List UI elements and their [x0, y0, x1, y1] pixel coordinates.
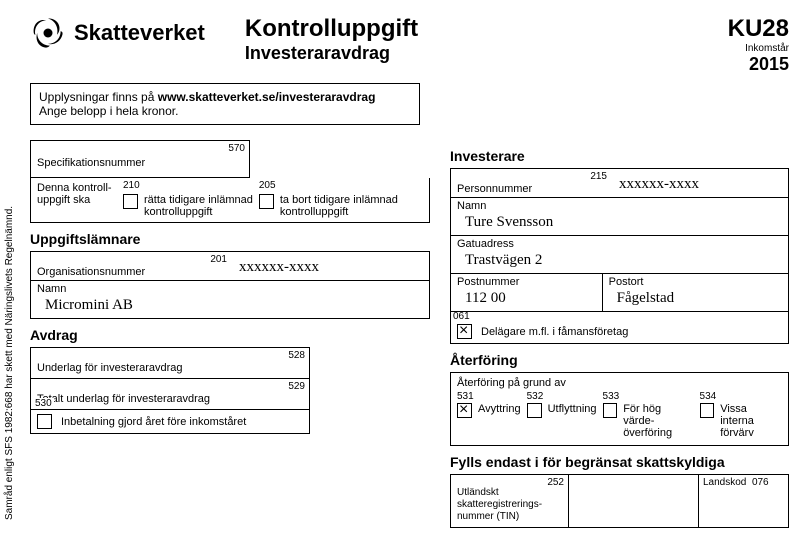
left-column: 570 Specifikationsnummer Denna kontroll-…: [30, 140, 430, 528]
denna-row: Denna kontroll- uppgift ska 210 rätta ti…: [30, 178, 430, 223]
tin-label: Utländskt skatteregistrerings- nummer (T…: [457, 479, 562, 523]
checkbox-530[interactable]: [37, 414, 52, 429]
box-528: 528 Underlag för investeraravdrag: [30, 347, 310, 379]
spec-box: 570 Specifikationsnummer: [30, 140, 250, 178]
field-code-252: 252: [547, 477, 564, 489]
right-column: Investerare 215 Personnummer xxxxxx-xxxx…: [450, 140, 789, 528]
item-531: 531 Avyttring: [457, 403, 521, 439]
field-code-533: 533: [603, 391, 620, 402]
inv-namn-label: Namn: [457, 200, 782, 212]
label-530: Inbetalning gjord året före inkomståret: [61, 416, 246, 428]
label-533: För hög värde- överföring: [623, 403, 693, 439]
tin-value-box: [569, 474, 699, 528]
header: Skatteverket Kontrolluppgift Investerara…: [30, 15, 789, 75]
landskod-code: 076: [752, 477, 769, 488]
form-code: KU28: [728, 15, 789, 43]
postnr-label: Postnummer: [457, 276, 596, 288]
info-line1a: Upplysningar finns på: [39, 90, 158, 104]
form-meta: KU28 Inkomstår 2015: [728, 15, 789, 75]
pnr-value: xxxxxx-xxxx: [611, 174, 699, 193]
uppg-namn-label: Namn: [37, 283, 423, 295]
postnr-value: 112 00: [457, 288, 596, 307]
skatteverket-logo-icon: [30, 15, 66, 51]
aterforing-sub: Återföring på grund av: [451, 373, 788, 389]
field-code-210: 210: [123, 180, 140, 191]
org-label: Organisationsnummer: [37, 266, 225, 278]
pnr-row: 215 Personnummer xxxxxx-xxxx: [450, 168, 789, 198]
inv-namn-value: Ture Svensson: [457, 212, 782, 231]
checkbox-533[interactable]: [603, 403, 618, 418]
label-528: Underlag för investeraravdrag: [37, 362, 303, 374]
form-page: Skatteverket Kontrolluppgift Investerara…: [0, 0, 809, 543]
pnr-label: Personnummer: [457, 183, 605, 195]
field-code-528: 528: [288, 350, 305, 361]
label-061: Delägare m.fl. i fåmansföretag: [481, 326, 628, 338]
form-subtitle: Investeraravdrag: [245, 43, 418, 64]
checkbox-210[interactable]: [123, 194, 138, 209]
checkbox-061[interactable]: [457, 324, 472, 339]
checkbox-532[interactable]: [527, 403, 542, 418]
label-531: Avyttring: [478, 403, 521, 415]
heading-uppgiftslamnare: Uppgiftslämnare: [30, 231, 430, 247]
gatu-value: Trastvägen 2: [457, 250, 782, 269]
box-529: 529 Totalt underlag för investeraravdrag: [30, 379, 310, 410]
aterforing-group: Återföring på grund av 531 Avyttring 532…: [450, 372, 789, 446]
item-532: 532 Utflyttning: [527, 403, 597, 439]
heading-aterforing: Återföring: [450, 352, 789, 368]
label-532: Utflyttning: [548, 403, 597, 415]
logo-block: Skatteverket: [30, 15, 205, 51]
field-code-201: 201: [210, 254, 227, 265]
post-row: Postnummer 112 00 Postort Fågelstad: [450, 274, 789, 312]
label-210: rätta tidigare inlämnad kontrolluppgift: [144, 194, 253, 218]
title-block: Kontrolluppgift Investeraravdrag KU28 In…: [245, 15, 789, 75]
gatu-label: Gatuadress: [457, 238, 782, 250]
heading-begransat: Fylls endast i för begränsat skattskyldi…: [450, 454, 789, 470]
denna-intro: Denna kontroll- uppgift ska: [37, 182, 117, 206]
landskod-label: Landskod: [703, 477, 746, 488]
label-534: Vissa interna förvärv: [720, 403, 782, 439]
tin-label-box: 252 Utländskt skatteregistrerings- numme…: [450, 474, 569, 528]
org-value: xxxxxx-xxxx: [231, 257, 319, 276]
field-code-529: 529: [288, 381, 305, 392]
field-code-205: 205: [259, 180, 276, 191]
form-title: Kontrolluppgift: [245, 15, 418, 43]
label-205: ta bort tidigare inlämnad kontrolluppgif…: [280, 194, 398, 218]
uppg-namn-box: Namn Micromini AB: [30, 281, 430, 319]
info-line2: Ange belopp i hela kronor.: [39, 104, 178, 118]
income-year: 2015: [728, 54, 789, 75]
postort-label: Postort: [609, 276, 782, 288]
item-533: 533 För hög värde- överföring: [603, 403, 694, 439]
heading-investerare: Investerare: [450, 148, 789, 164]
agency-name: Skatteverket: [74, 20, 205, 46]
uppg-namn-value: Micromini AB: [37, 295, 423, 314]
field-code-534: 534: [700, 391, 717, 402]
info-url: www.skatteverket.se/investeraravdrag: [158, 90, 376, 104]
checkbox-531[interactable]: [457, 403, 472, 418]
tin-row: 252 Utländskt skatteregistrerings- numme…: [450, 474, 789, 528]
checkbox-205[interactable]: [259, 194, 274, 209]
inv-namn-box: Namn Ture Svensson: [450, 198, 789, 236]
gatu-box: Gatuadress Trastvägen 2: [450, 236, 789, 274]
info-box: Upplysningar finns på www.skatteverket.s…: [30, 83, 420, 125]
postort-value: Fågelstad: [609, 288, 782, 307]
field-code-532: 532: [527, 391, 544, 402]
field-code-215: 215: [590, 171, 607, 182]
landskod-box: Landskod 076: [699, 474, 789, 528]
heading-avdrag: Avdrag: [30, 327, 430, 343]
income-year-label: Inkomstår: [728, 43, 789, 54]
box-530: 530 Inbetalning gjord året före inkomstå…: [30, 410, 310, 434]
org-row: 201 Organisationsnummer xxxxxx-xxxx: [30, 251, 430, 281]
spec-label: Specifikationsnummer: [37, 157, 243, 169]
checkbox-534[interactable]: [700, 403, 715, 418]
box-061: 061 Delägare m.fl. i fåmansföretag: [450, 312, 789, 344]
label-529: Totalt underlag för investeraravdrag: [37, 393, 303, 405]
item-534: 534 Vissa interna förvärv: [700, 403, 782, 439]
field-code-530: 530: [33, 398, 54, 409]
field-code-061: 061: [453, 311, 470, 322]
field-code-570: 570: [228, 143, 245, 154]
